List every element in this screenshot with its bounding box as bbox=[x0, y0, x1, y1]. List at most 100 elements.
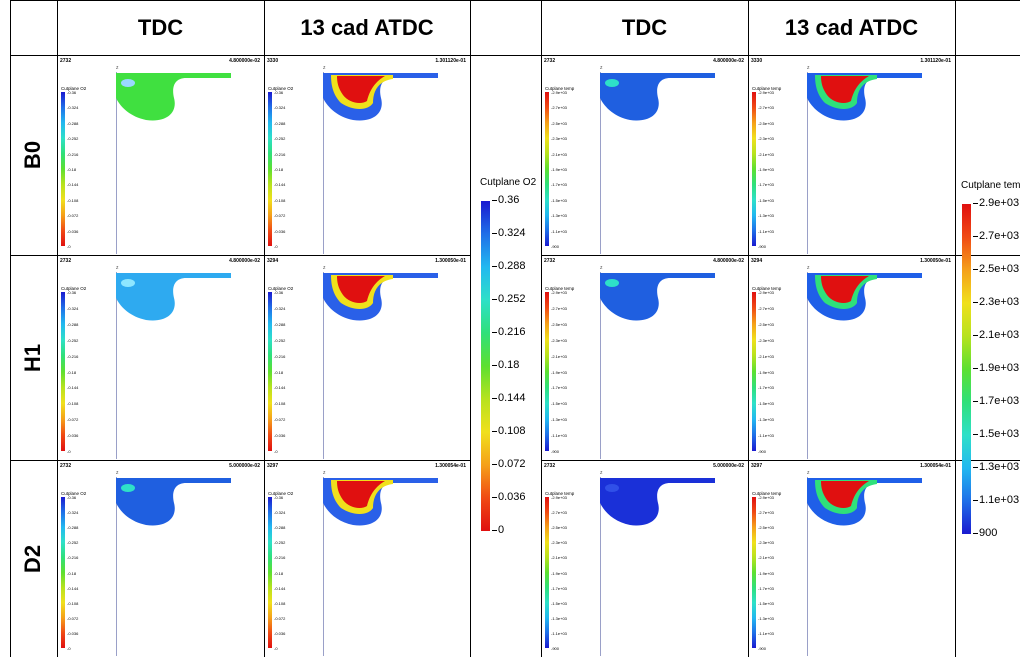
grid-line bbox=[10, 0, 11, 657]
cutplane-title: Cutplane temp bbox=[545, 86, 575, 91]
sim-panel-h1-o2-atdc: 3294 1.300050e-01 Cutplane O2 -0.36 -0.324 -0… bbox=[265, 256, 469, 459]
scale-tick: -0.18 bbox=[274, 570, 284, 576]
scale-tick: -1.3e+03 bbox=[758, 615, 774, 621]
legend-label: 2.5e+03 bbox=[973, 263, 1019, 275]
scale-tick: -0.108 bbox=[67, 197, 79, 203]
scale-tick: -0.36 bbox=[67, 495, 77, 500]
sim-panel-h1-t-tdc: 2732 4.800000e-02 Cutplane temp -2.9e+03 -2.… bbox=[542, 256, 747, 459]
color-scale-bar bbox=[268, 292, 272, 451]
cutplane-title: Cutplane temp bbox=[752, 86, 782, 91]
scale-tick: -2.1e+03 bbox=[758, 151, 774, 157]
scale-tick: -0.36 bbox=[274, 90, 284, 95]
scale-tick: -0.072 bbox=[274, 615, 286, 621]
scale-tick: -1.5e+03 bbox=[758, 401, 774, 407]
grid-line bbox=[470, 0, 471, 657]
scale-tick: -0.072 bbox=[274, 213, 286, 219]
scale-tick: -2.9e+03 bbox=[551, 90, 567, 95]
grid-line bbox=[748, 0, 749, 657]
grid-line bbox=[541, 0, 542, 657]
step-number: 2732 bbox=[60, 258, 72, 264]
scale-tick: -1.3e+03 bbox=[758, 213, 774, 219]
scale-tick: -1.7e+03 bbox=[551, 585, 567, 591]
row-label-d2: D2 bbox=[20, 544, 46, 573]
legend-color-bar bbox=[481, 201, 490, 531]
scale-tick: -2.9e+03 bbox=[758, 90, 774, 95]
axis-label: z bbox=[323, 470, 326, 476]
legend-label: 2.7e+03 bbox=[973, 230, 1019, 242]
legend-label: 0.216 bbox=[492, 326, 526, 338]
time-value: 1.301120e-01 bbox=[435, 58, 466, 64]
scale-tick: -1.1e+03 bbox=[551, 433, 567, 439]
scale-tick: -0.144 bbox=[274, 385, 286, 391]
scale-tick: -2.7e+03 bbox=[758, 105, 774, 111]
grid-line bbox=[955, 0, 956, 657]
grid-line bbox=[541, 255, 1020, 256]
axis-line bbox=[323, 477, 324, 656]
legend-label: 1.7e+03 bbox=[973, 395, 1019, 407]
scale-tick: -2.1e+03 bbox=[758, 555, 774, 561]
grid-line bbox=[541, 55, 1020, 56]
scale-tick: -2.5e+03 bbox=[551, 525, 567, 531]
scale-tick: -1.3e+03 bbox=[551, 213, 567, 219]
axis-label: z bbox=[807, 265, 810, 271]
cutplane-title: Cutplane O2 bbox=[61, 286, 87, 291]
axis-label: z bbox=[807, 470, 810, 476]
scale-tick: -1.9e+03 bbox=[551, 369, 567, 375]
axis-label: z bbox=[323, 65, 326, 71]
legend-label: 2.1e+03 bbox=[973, 329, 1019, 341]
legend-label: 1.9e+03 bbox=[973, 362, 1019, 374]
header-right-atdc: 13 cad ATDC bbox=[784, 14, 919, 40]
time-value: 1.300050e-01 bbox=[435, 258, 466, 264]
scale-tick: -0.252 bbox=[67, 337, 79, 343]
scale-tick: -1.9e+03 bbox=[758, 167, 774, 172]
scale-tick: -2.5e+03 bbox=[758, 321, 774, 327]
legend-label: 1.1e+03 bbox=[973, 494, 1019, 506]
scale-tick: -0.288 bbox=[67, 120, 79, 126]
scale-tick: -1.1e+03 bbox=[758, 433, 774, 439]
step-number: 2732 bbox=[60, 58, 72, 64]
legend-label: 0.252 bbox=[492, 293, 526, 305]
axis-line bbox=[600, 272, 601, 459]
color-scale-bar bbox=[268, 497, 272, 648]
axis-label: z bbox=[600, 65, 603, 71]
combustion-chamber-contour bbox=[807, 478, 922, 526]
legend-label: 0.18 bbox=[492, 359, 519, 371]
scale-tick: -0.252 bbox=[67, 540, 79, 546]
scale-tick: -900 bbox=[551, 244, 560, 249]
sim-panel-b0-o2-tdc: 2732 4.800000e-02 Cutplane O2 -0.36 -0.324 -0… bbox=[58, 56, 263, 254]
scale-tick: -0.108 bbox=[67, 600, 79, 606]
scale-tick: -2.3e+03 bbox=[551, 337, 567, 343]
scale-tick: -2.3e+03 bbox=[758, 337, 774, 343]
scale-tick: -2.5e+03 bbox=[551, 120, 567, 126]
scale-tick: -2.7e+03 bbox=[551, 305, 567, 311]
scale-tick: -0.216 bbox=[67, 555, 79, 561]
scale-tick: -0.252 bbox=[274, 540, 286, 546]
axis-line bbox=[807, 477, 808, 656]
scale-tick: -2.1e+03 bbox=[551, 151, 567, 157]
scale-tick: -0.216 bbox=[274, 353, 286, 359]
axis-line bbox=[116, 72, 117, 254]
cutplane-title: Cutplane temp bbox=[752, 491, 782, 496]
legend-color-bar bbox=[962, 204, 971, 534]
axis-line bbox=[807, 72, 808, 254]
axis-label: z bbox=[116, 265, 119, 271]
step-number: 2732 bbox=[544, 258, 556, 264]
legend-label: 0.036 bbox=[492, 491, 526, 503]
scale-tick: -0.216 bbox=[67, 353, 79, 359]
scale-tick: -2.3e+03 bbox=[551, 540, 567, 546]
scale-tick: -0.288 bbox=[274, 525, 286, 531]
combustion-chamber-contour bbox=[807, 273, 922, 321]
axis-label: z bbox=[600, 265, 603, 271]
grid-line bbox=[10, 55, 470, 56]
scale-tick: -0.324 bbox=[67, 510, 79, 516]
color-scale-bar bbox=[61, 497, 65, 648]
grid-line bbox=[541, 0, 1020, 1]
axis-line bbox=[323, 272, 324, 459]
scale-tick: -2.7e+03 bbox=[758, 510, 774, 516]
header-left-tdc: TDC bbox=[137, 14, 184, 40]
sim-panel-d2-o2-tdc: 2732 5.000000e-02 Cutplane O2 -0.36 -0.324 -0… bbox=[58, 461, 263, 656]
sim-panel-h1-o2-tdc: 2732 4.800000e-02 Cutplane O2 -0.36 -0.324 -0… bbox=[58, 256, 263, 459]
time-value: 5.000000e-02 bbox=[229, 463, 260, 469]
scale-tick: -0.036 bbox=[67, 630, 79, 636]
grid-line bbox=[470, 55, 541, 56]
